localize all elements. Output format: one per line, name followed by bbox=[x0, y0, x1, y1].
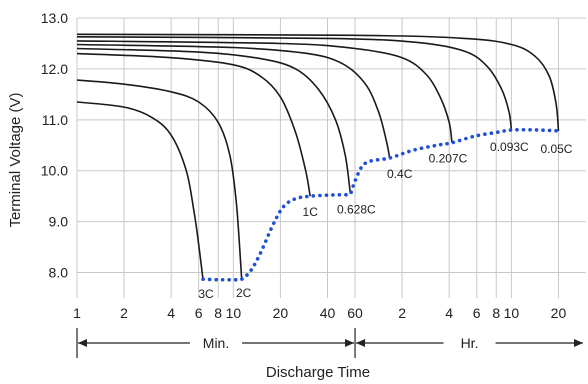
y-tick-9-0: 9.0 bbox=[49, 214, 69, 230]
x-tick-labels: 1 2 4 6 8 10 20 40 60 2 4 6 8 10 20 bbox=[73, 305, 566, 321]
range-min-label: Min. bbox=[203, 335, 229, 351]
x-tick-14: 20 bbox=[551, 305, 567, 321]
curve-label-3c: 3C bbox=[198, 287, 214, 301]
range-min-left-arrowhead bbox=[78, 339, 87, 347]
curve-0-4c bbox=[76, 43, 391, 159]
x-tick-5: 10 bbox=[226, 305, 242, 321]
curve-label-0-207c: 0.207C bbox=[429, 152, 468, 166]
time-range-arrows: Min. Hr. bbox=[76, 328, 583, 358]
x-tick-1: 2 bbox=[120, 305, 128, 321]
curve-label-0-628c: 0.628C bbox=[337, 203, 376, 217]
curve-label-0-093c: 0.093C bbox=[490, 140, 529, 154]
x-tick-7: 40 bbox=[320, 305, 336, 321]
curve-2c bbox=[76, 79, 243, 280]
y-tick-12-0: 12.0 bbox=[41, 61, 68, 77]
x-tick-3: 6 bbox=[195, 305, 203, 321]
discharge-curves bbox=[76, 33, 560, 281]
x-tick-10: 4 bbox=[445, 305, 453, 321]
y-tick-13-0: 13.0 bbox=[41, 10, 68, 26]
curve-label-0-05c: 0.05C bbox=[540, 142, 572, 156]
curve-1c bbox=[76, 52, 311, 197]
x-tick-11: 6 bbox=[473, 305, 481, 321]
curve-0-628c bbox=[76, 47, 352, 194]
curve-0-093c bbox=[76, 36, 513, 131]
x-tick-9: 2 bbox=[398, 305, 406, 321]
y-tick-8-0: 8.0 bbox=[49, 265, 69, 281]
curve-0-05c bbox=[76, 33, 560, 132]
cutoff-voltage-line bbox=[201, 128, 561, 282]
x-tick-13: 10 bbox=[504, 305, 520, 321]
curve-label-1c: 1C bbox=[303, 205, 319, 219]
grid-lines bbox=[76, 17, 586, 298]
range-hr-label: Hr. bbox=[461, 335, 479, 351]
curve-3c bbox=[76, 101, 204, 281]
x-tick-8: 60 bbox=[347, 305, 363, 321]
x-tick-12: 8 bbox=[492, 305, 500, 321]
y-tick-10-0: 10.0 bbox=[41, 163, 68, 179]
x-tick-6: 20 bbox=[273, 305, 289, 321]
range-hr-right-arrowhead bbox=[574, 339, 583, 347]
y-tick-11-0: 11.0 bbox=[42, 112, 68, 128]
x-axis-title: Discharge Time bbox=[266, 364, 370, 381]
range-min-right-arrowhead bbox=[345, 339, 355, 347]
x-tick-4: 8 bbox=[214, 305, 222, 321]
cutoff-voltage-dots bbox=[201, 128, 561, 282]
x-tick-2: 4 bbox=[167, 305, 175, 321]
range-hr-left-arrowhead bbox=[356, 339, 366, 347]
y-axis-title: Terminal Voltage (V) bbox=[7, 92, 24, 227]
curve-labels: 3C 2C 1C 0.628C 0.4C 0.207C 0.093C 0.05C bbox=[198, 140, 572, 301]
curve-0-207c bbox=[76, 40, 453, 143]
x-tick-0: 1 bbox=[73, 305, 81, 321]
curve-label-0-4c: 0.4C bbox=[387, 167, 413, 181]
y-tick-labels: 13.0 12.0 11.0 10.0 9.0 8.0 bbox=[41, 10, 68, 281]
curve-label-2c: 2C bbox=[236, 286, 252, 300]
